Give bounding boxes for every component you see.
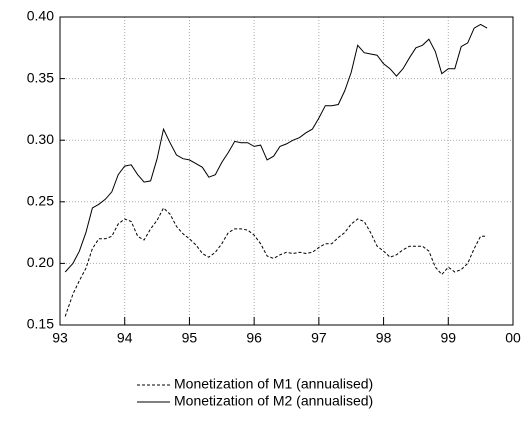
y-tick-label: 0.15 — [27, 316, 54, 332]
x-tick-label: 96 — [246, 330, 262, 346]
y-tick-label: 0.35 — [27, 69, 54, 85]
x-tick-label: 97 — [311, 330, 327, 346]
y-tick-label: 0.25 — [27, 193, 54, 209]
x-tick-label: 99 — [440, 330, 456, 346]
y-tick-label: 0.40 — [27, 8, 54, 24]
x-tick-label: 93 — [52, 330, 68, 346]
x-tick-label: 95 — [182, 330, 198, 346]
x-tick-label: 98 — [376, 330, 392, 346]
y-tick-label: 0.30 — [27, 131, 54, 147]
x-tick-label: 94 — [117, 330, 133, 346]
plot-frame — [59, 16, 514, 326]
series-line — [64, 23, 488, 273]
legend-label: Monetization of M2 (annualised) — [174, 393, 373, 409]
x-tick-label: 00 — [505, 330, 521, 346]
legend-label: Monetization of M1 (annualised) — [174, 376, 373, 392]
y-tick-label: 0.20 — [27, 254, 54, 270]
series-line — [64, 207, 488, 317]
